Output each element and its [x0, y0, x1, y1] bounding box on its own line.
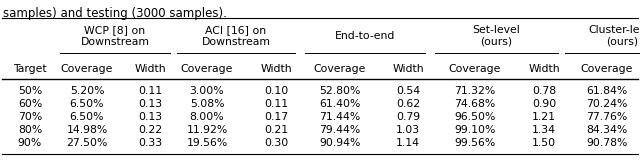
Text: WCP [8] on
Downstream: WCP [8] on Downstream: [81, 25, 150, 47]
Text: Target: Target: [13, 64, 47, 74]
Text: 27.50%: 27.50%: [67, 138, 108, 148]
Text: 80%: 80%: [18, 125, 42, 135]
Text: 70%: 70%: [18, 112, 42, 122]
Text: 5.08%: 5.08%: [189, 99, 224, 109]
Text: 84.34%: 84.34%: [586, 125, 628, 135]
Text: 1.50: 1.50: [532, 138, 556, 148]
Text: 52.80%: 52.80%: [319, 86, 361, 96]
Text: 61.40%: 61.40%: [319, 99, 361, 109]
Text: Coverage: Coverage: [181, 64, 233, 74]
Text: 1.21: 1.21: [532, 112, 556, 122]
Text: Width: Width: [260, 64, 292, 74]
Text: 0.17: 0.17: [264, 112, 288, 122]
Text: ACI [16] on
Downstream: ACI [16] on Downstream: [202, 25, 271, 47]
Text: 19.56%: 19.56%: [186, 138, 228, 148]
Text: Width: Width: [392, 64, 424, 74]
Text: samples) and testing (3000 samples).: samples) and testing (3000 samples).: [3, 7, 227, 20]
Text: 90.78%: 90.78%: [586, 138, 628, 148]
Text: 3.00%: 3.00%: [189, 86, 224, 96]
Text: 0.11: 0.11: [264, 99, 288, 109]
Text: 6.50%: 6.50%: [70, 112, 104, 122]
Text: End-to-end: End-to-end: [335, 31, 395, 41]
Text: 0.10: 0.10: [264, 86, 288, 96]
Text: 0.62: 0.62: [396, 99, 420, 109]
Text: 0.13: 0.13: [138, 112, 162, 122]
Text: 60%: 60%: [18, 99, 42, 109]
Text: 74.68%: 74.68%: [454, 99, 495, 109]
Text: Width: Width: [528, 64, 560, 74]
Text: 0.54: 0.54: [396, 86, 420, 96]
Text: 0.33: 0.33: [138, 138, 162, 148]
Text: 70.24%: 70.24%: [586, 99, 628, 109]
Text: 5.20%: 5.20%: [70, 86, 104, 96]
Text: 6.50%: 6.50%: [70, 99, 104, 109]
Text: 1.14: 1.14: [396, 138, 420, 148]
Text: 90%: 90%: [18, 138, 42, 148]
Text: 90.94%: 90.94%: [319, 138, 361, 148]
Text: Coverage: Coverage: [581, 64, 633, 74]
Text: 99.56%: 99.56%: [454, 138, 495, 148]
Text: 14.98%: 14.98%: [67, 125, 108, 135]
Text: 0.22: 0.22: [138, 125, 162, 135]
Text: Coverage: Coverage: [314, 64, 366, 74]
Text: 8.00%: 8.00%: [189, 112, 224, 122]
Text: 96.50%: 96.50%: [454, 112, 496, 122]
Text: 99.10%: 99.10%: [454, 125, 496, 135]
Text: 0.13: 0.13: [138, 99, 162, 109]
Text: 0.11: 0.11: [138, 86, 162, 96]
Text: Coverage: Coverage: [61, 64, 113, 74]
Text: 71.32%: 71.32%: [454, 86, 495, 96]
Text: 0.30: 0.30: [264, 138, 288, 148]
Text: 61.84%: 61.84%: [586, 86, 628, 96]
Text: 71.44%: 71.44%: [319, 112, 360, 122]
Text: 0.90: 0.90: [532, 99, 556, 109]
Text: 79.44%: 79.44%: [319, 125, 360, 135]
Text: 50%: 50%: [18, 86, 42, 96]
Text: 11.92%: 11.92%: [186, 125, 228, 135]
Text: 1.34: 1.34: [532, 125, 556, 135]
Text: 0.79: 0.79: [396, 112, 420, 122]
Text: 0.21: 0.21: [264, 125, 288, 135]
Text: 1.03: 1.03: [396, 125, 420, 135]
Text: Cluster-level
(ours): Cluster-level (ours): [589, 25, 640, 47]
Text: Width: Width: [134, 64, 166, 74]
Text: Coverage: Coverage: [449, 64, 501, 74]
Text: 77.76%: 77.76%: [586, 112, 628, 122]
Text: Set-level
(ours): Set-level (ours): [472, 25, 520, 47]
Text: 0.78: 0.78: [532, 86, 556, 96]
